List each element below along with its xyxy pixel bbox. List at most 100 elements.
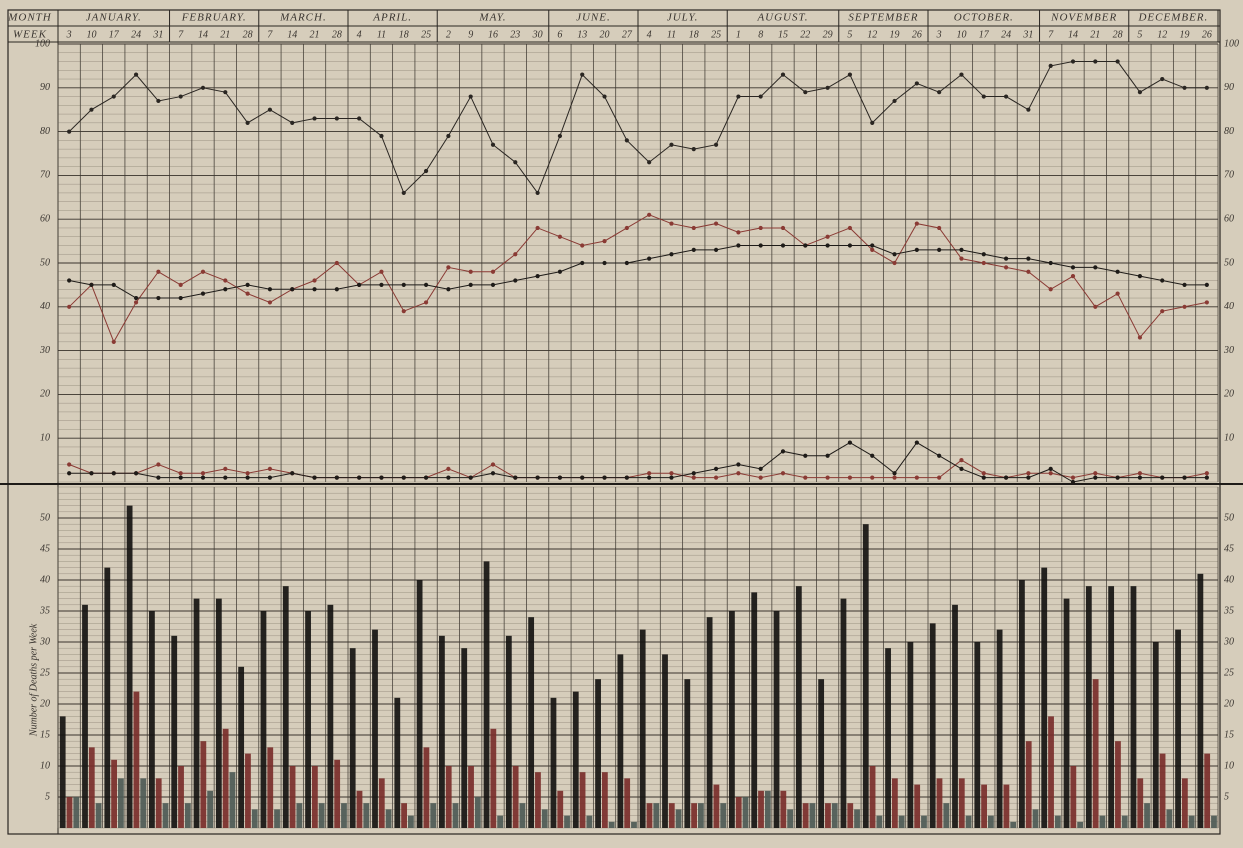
bar <box>1010 821 1017 828</box>
bar <box>1092 679 1099 828</box>
point <box>825 234 830 239</box>
bar <box>207 790 214 828</box>
point <box>847 440 853 445</box>
point <box>223 475 228 480</box>
point <box>981 260 986 266</box>
y-tick-label-right: 80 <box>1224 126 1234 137</box>
point <box>423 475 429 480</box>
bar <box>222 728 229 828</box>
bar <box>385 809 392 828</box>
month-label: October. <box>954 12 1014 24</box>
point <box>267 466 273 471</box>
bar <box>706 617 713 828</box>
bar <box>171 635 178 828</box>
point <box>490 462 496 467</box>
y-tick-label-right: 20 <box>1224 389 1234 400</box>
point <box>937 475 942 480</box>
bar <box>564 815 570 828</box>
point <box>1093 471 1098 476</box>
point <box>624 138 629 143</box>
point <box>200 475 206 480</box>
point <box>691 471 696 476</box>
point <box>401 190 406 196</box>
bar <box>876 815 883 828</box>
point <box>223 278 228 283</box>
bar <box>780 790 787 828</box>
point <box>334 260 339 266</box>
point <box>691 147 696 152</box>
point <box>1070 274 1076 279</box>
week-label: 21 <box>310 29 320 40</box>
week-label: 10 <box>86 29 96 40</box>
week-label: 7 <box>1048 29 1054 40</box>
point <box>111 94 116 99</box>
point <box>1003 265 1009 270</box>
week-label: 28 <box>332 29 342 40</box>
week-label: 12 <box>1157 29 1167 40</box>
point <box>535 475 540 480</box>
bar <box>1054 815 1061 828</box>
point <box>1048 287 1053 292</box>
bar <box>378 778 385 828</box>
point <box>89 471 94 476</box>
point <box>959 256 964 261</box>
bar <box>729 611 735 828</box>
bar <box>1197 573 1204 828</box>
point <box>1093 59 1098 64</box>
bar <box>408 815 414 828</box>
y-tick-label: 45 <box>40 543 50 554</box>
point <box>423 282 429 287</box>
y-tick-label: 40 <box>40 301 50 312</box>
bar <box>439 635 445 828</box>
point <box>490 269 496 274</box>
week-label: 16 <box>488 29 498 40</box>
point <box>133 72 139 77</box>
y-tick-label: 40 <box>40 574 50 585</box>
point <box>602 475 607 480</box>
point <box>1003 256 1009 261</box>
bar <box>349 648 356 828</box>
point <box>379 133 384 139</box>
point <box>847 72 853 77</box>
point <box>780 225 786 231</box>
point <box>468 269 473 274</box>
point <box>1026 256 1031 261</box>
bar <box>608 821 615 828</box>
week-label: 25 <box>711 29 721 40</box>
week-label: 15 <box>778 29 788 40</box>
y-tick-label-right: 30 <box>1223 345 1234 356</box>
point <box>736 462 741 467</box>
point <box>602 239 607 244</box>
point <box>914 221 919 226</box>
bar <box>631 821 637 828</box>
week-label: 6 <box>557 29 562 40</box>
week-label: 26 <box>1202 29 1212 40</box>
bar <box>162 803 169 828</box>
y-axis-label: Number of Deaths per Week <box>28 623 39 737</box>
bar <box>334 759 341 828</box>
point <box>513 160 518 165</box>
bar <box>691 803 697 828</box>
point <box>156 475 161 480</box>
bar <box>512 766 519 828</box>
bar <box>758 790 764 828</box>
bar <box>720 803 727 828</box>
point <box>780 449 786 454</box>
point <box>334 287 339 292</box>
y-tick-label-right: 100 <box>1224 38 1239 49</box>
point <box>892 471 897 476</box>
week-label: 13 <box>577 29 587 40</box>
bar <box>363 803 370 828</box>
series-line <box>68 459 1207 479</box>
bar <box>988 815 994 828</box>
point <box>914 440 919 445</box>
point <box>803 243 808 248</box>
point <box>1048 466 1053 471</box>
bar <box>943 803 950 828</box>
point <box>713 475 719 480</box>
point <box>803 90 808 95</box>
bar <box>1159 753 1166 828</box>
point <box>892 252 897 257</box>
point <box>713 221 719 226</box>
